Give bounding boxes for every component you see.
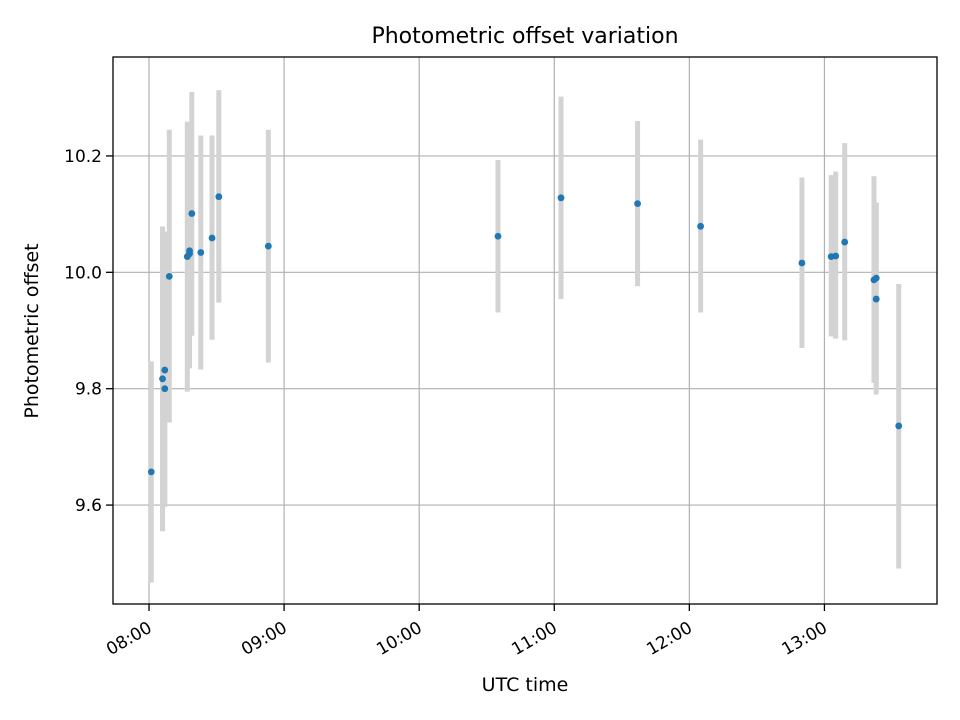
x-tick-label: 11:00 <box>508 618 560 660</box>
data-point <box>634 200 641 208</box>
y-tick-label: 9.8 <box>75 380 102 400</box>
y-axis-label: Photometric offset <box>21 243 43 418</box>
data-point <box>186 247 193 255</box>
x-tick-label: 08:00 <box>103 618 155 660</box>
error-bars <box>148 90 902 583</box>
x-axis-ticks: 08:00 09:00 10:00 11:00 12:00 13:00 <box>103 604 831 660</box>
data-point <box>872 295 880 303</box>
data-point <box>494 232 502 240</box>
data-point <box>215 193 223 201</box>
x-tick-label: 09:00 <box>238 618 290 660</box>
data-point <box>197 249 205 256</box>
data-point <box>872 274 880 282</box>
data-point <box>147 468 155 476</box>
data-point <box>165 272 173 280</box>
x-tick-label: 10:00 <box>373 618 425 660</box>
data-point <box>188 210 196 217</box>
data-point <box>159 375 166 383</box>
data-point <box>161 366 169 374</box>
data-point <box>161 385 169 393</box>
y-tick-label: 10.2 <box>64 147 102 167</box>
y-axis-ticks: 9.6 9.8 10.0 10.2 <box>64 147 113 516</box>
data-point <box>208 234 216 242</box>
data-point <box>841 238 849 246</box>
x-tick-label: 12:00 <box>643 618 695 660</box>
data-point <box>798 259 806 267</box>
data-point <box>832 252 840 260</box>
data-point <box>697 222 705 230</box>
data-point <box>895 422 903 430</box>
y-tick-label: 10.0 <box>64 263 102 283</box>
plot-frame <box>112 56 938 605</box>
data-point <box>557 194 565 202</box>
chart-title: Photometric offset variation <box>371 24 678 49</box>
x-tick-label: 13:00 <box>778 618 830 660</box>
grid <box>113 57 937 604</box>
data-points <box>147 193 903 476</box>
y-tick-label: 9.6 <box>75 496 102 516</box>
x-axis-label: UTC time <box>482 674 569 696</box>
data-point <box>264 242 272 250</box>
